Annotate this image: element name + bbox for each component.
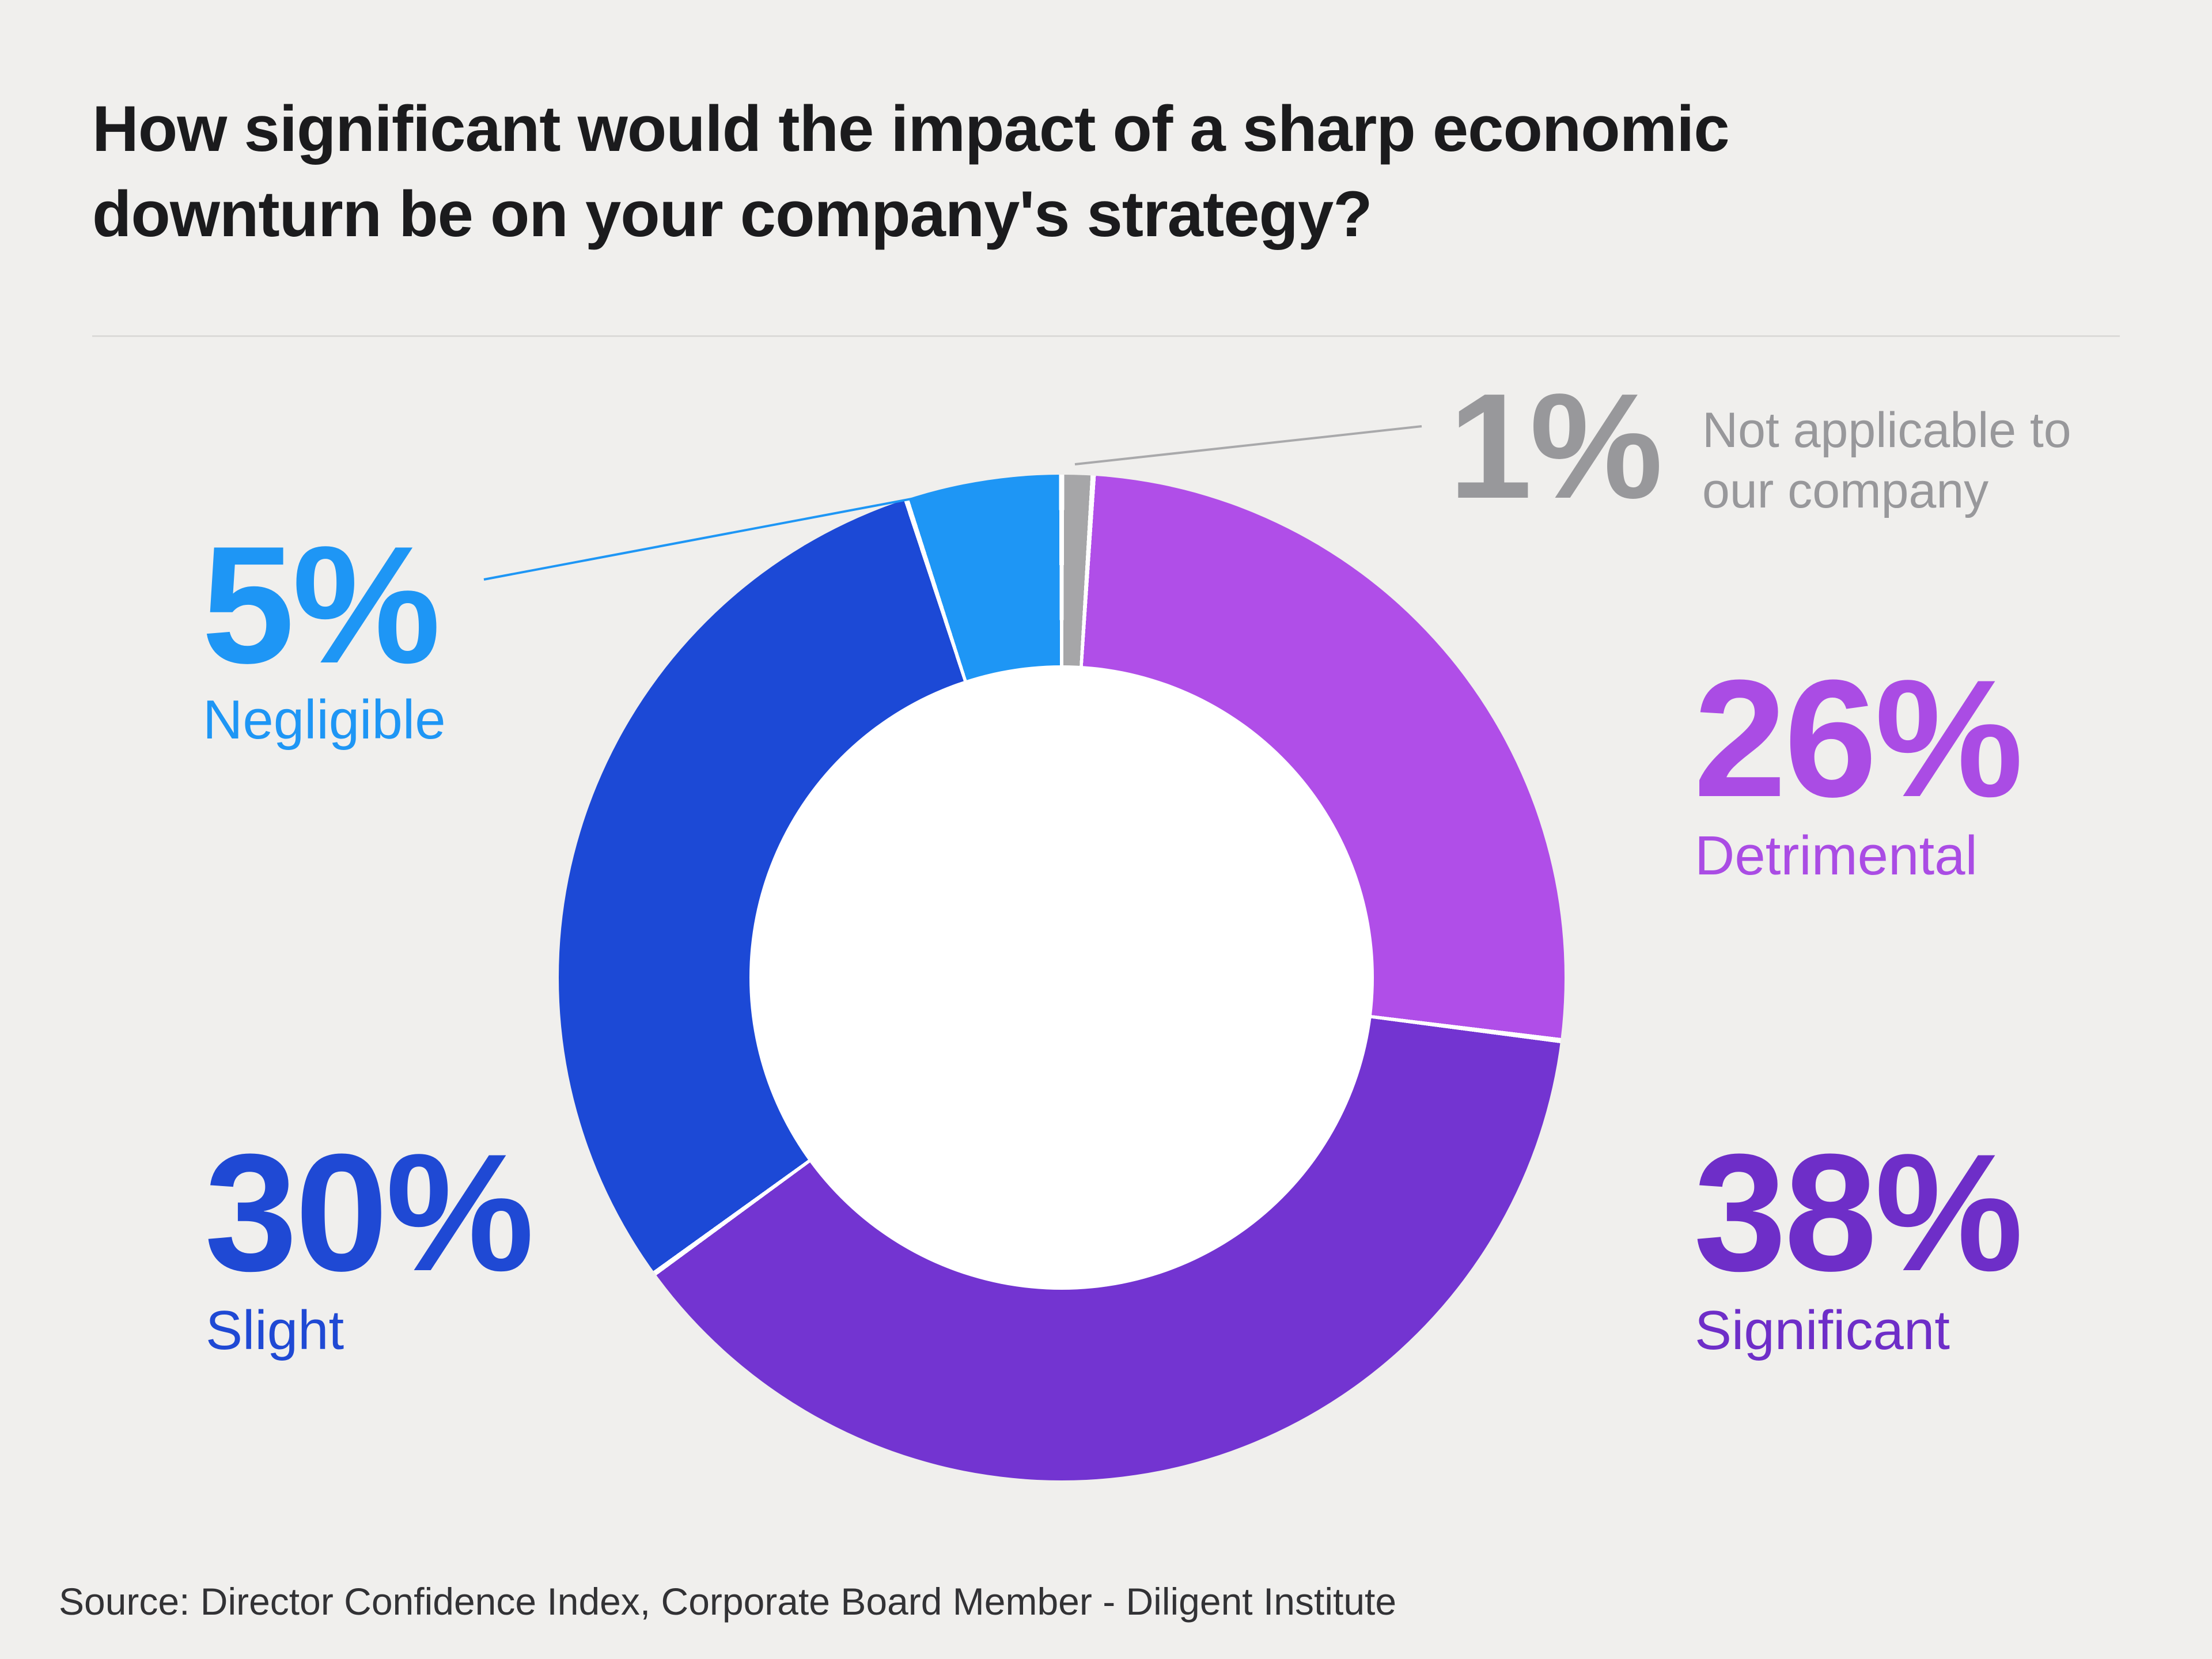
- callout-label-not-applicable: Not applicable to our company: [1702, 403, 2071, 518]
- callout-value-significant: 38%: [1694, 1119, 2023, 1306]
- callout-label-negligible: Negligible: [203, 689, 446, 751]
- donut-chart: [559, 475, 1565, 1480]
- donut-hole: [749, 665, 1374, 1290]
- callout-value-detrimental: 26%: [1694, 645, 2023, 832]
- callout-label-slight: Slight: [206, 1300, 344, 1361]
- leader-line-not-applicable: [1074, 425, 1422, 465]
- callout-label-significant: Significant: [1695, 1300, 1950, 1361]
- chart-title: How significant would the impact of a sh…: [92, 93, 1730, 250]
- callout-label-detrimental: Detrimental: [1695, 825, 1978, 887]
- callout-value-not-applicable: 1%: [1449, 363, 1663, 530]
- source-attribution: Source: Director Confidence Index, Corpo…: [59, 1580, 1397, 1623]
- divider-line: [92, 335, 2120, 337]
- callout-value-slight: 30%: [204, 1119, 534, 1306]
- callout-value-negligible: 5%: [202, 512, 441, 698]
